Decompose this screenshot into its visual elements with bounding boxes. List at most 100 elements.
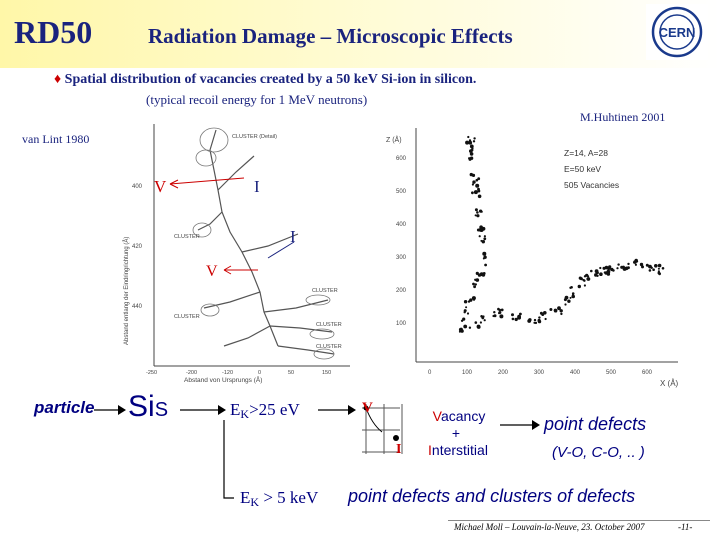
vacancy-point bbox=[471, 191, 474, 195]
header-bar: RD50 Radiation Damage – Microscopic Effe… bbox=[0, 0, 720, 68]
ek-threshold-high: EK>25 eV bbox=[230, 400, 300, 422]
vacancy-point bbox=[480, 315, 483, 318]
point-defects-label: point defects bbox=[544, 414, 647, 434]
vacancy-point bbox=[499, 314, 504, 319]
vacancy-point bbox=[538, 316, 541, 319]
vacancy-point bbox=[617, 263, 620, 266]
cascade-track bbox=[197, 129, 335, 355]
v-label-diagram: V bbox=[362, 400, 373, 416]
vacancy-point bbox=[519, 312, 522, 316]
vacancy-point bbox=[468, 326, 472, 329]
vacancy-interstitial-block: Vacancy + Interstitial bbox=[416, 408, 496, 459]
arrow-to-point-defects bbox=[500, 420, 540, 430]
vacancy-point bbox=[469, 144, 474, 149]
vacancy-point bbox=[590, 269, 593, 273]
vacancy-point bbox=[468, 140, 473, 145]
vacancy-point bbox=[514, 317, 518, 322]
vacancy-point bbox=[599, 266, 602, 270]
vacancy-point bbox=[557, 306, 561, 311]
plus-sign: + bbox=[451, 425, 461, 441]
vacancy-point bbox=[472, 140, 476, 143]
ek-value-low: > 5 keV bbox=[259, 488, 319, 507]
vacancy-point bbox=[473, 285, 476, 289]
vacancy-point bbox=[476, 214, 480, 218]
vacancy-point bbox=[471, 183, 474, 186]
vacancy-point bbox=[473, 137, 476, 140]
right-legend-line-2: E=50 keV bbox=[564, 164, 601, 174]
footer-rule bbox=[448, 520, 710, 521]
vacancy-point bbox=[469, 172, 473, 177]
vacancy-point bbox=[481, 240, 485, 244]
footer-credit: Michael Moll – Louvain-la-Neuve, 23. Oct… bbox=[454, 522, 645, 532]
vacancy-point bbox=[658, 272, 661, 276]
vacancy-point bbox=[483, 255, 487, 259]
vacancy-point bbox=[648, 269, 652, 272]
right-z-tick-300: 300 bbox=[396, 255, 407, 261]
vacancy-point bbox=[570, 286, 573, 289]
vacancy-point bbox=[493, 311, 496, 314]
vacancy-point bbox=[549, 308, 553, 311]
right-x-tick-500: 500 bbox=[606, 370, 617, 376]
vacancy-point bbox=[477, 189, 481, 193]
vacancy-point bbox=[583, 284, 586, 287]
vacancy-point bbox=[474, 321, 478, 324]
v-label-lower: V bbox=[206, 263, 218, 280]
vacancy-point bbox=[484, 263, 487, 267]
huhtinen-citation: M.Huhtinen 2001 bbox=[580, 110, 666, 124]
right-x-axis-label: X (Å) bbox=[660, 379, 679, 388]
si-sub: S bbox=[154, 399, 169, 421]
arrow-particle-to-si bbox=[94, 405, 126, 415]
vacancy-point bbox=[511, 317, 515, 321]
vacancy-point bbox=[582, 278, 585, 282]
vacancy-point bbox=[603, 271, 606, 274]
left-x-tick-2: -200 bbox=[186, 370, 197, 376]
i-label-diagram: I bbox=[396, 442, 402, 457]
vacancy-point bbox=[517, 315, 521, 320]
vacancy-point bbox=[474, 283, 477, 286]
vacancy-point bbox=[474, 214, 477, 217]
vacancy-point bbox=[537, 318, 541, 323]
point-defects-examples: (V-O, C-O, .. ) bbox=[552, 444, 645, 461]
vacancy-point bbox=[616, 267, 619, 270]
right-x-tick-100: 100 bbox=[462, 370, 473, 376]
vacancy-initial: V bbox=[432, 408, 441, 424]
arrow-si-to-ek bbox=[180, 405, 226, 415]
vacancy-point bbox=[467, 135, 470, 139]
vacancy-point bbox=[463, 311, 466, 314]
diamond-bullet-icon: ♦ bbox=[54, 72, 62, 87]
left-x-tick-5: 50 bbox=[288, 370, 294, 376]
right-x-tick-0: 0 bbox=[428, 370, 432, 376]
vacancy-point bbox=[460, 319, 464, 322]
vacancy-point bbox=[466, 312, 470, 315]
ek-sub-high: K bbox=[240, 407, 250, 421]
vacancy-text: acancy bbox=[440, 408, 486, 424]
vacancy-point bbox=[498, 311, 502, 314]
vacancy-point bbox=[567, 299, 571, 303]
vacancy-point bbox=[622, 266, 627, 271]
intro-subtext: (typical recoil energy for 1 MeV neutron… bbox=[146, 92, 368, 107]
vanlint-citation: van Lint 1980 bbox=[22, 132, 90, 146]
left-x-tick-6: 150 bbox=[322, 370, 331, 376]
left-cascade-figure: Abstand entlang der Eindringrichtung (Å)… bbox=[118, 120, 354, 388]
vacancy-point bbox=[476, 211, 479, 214]
particle-label: particle bbox=[34, 398, 95, 417]
ek-threshold-low: EK > 5 keV bbox=[240, 488, 318, 510]
vacancy-point bbox=[482, 315, 485, 318]
arrow-ek-to-lattice bbox=[318, 405, 356, 415]
vacancy-point bbox=[482, 251, 487, 256]
i-label-lower: I bbox=[290, 227, 296, 246]
vacancy-point bbox=[543, 311, 547, 315]
right-x-tick-600: 600 bbox=[642, 370, 653, 376]
cluster-label-6: CLUSTER bbox=[316, 344, 342, 350]
arrow-down-to-low-ek bbox=[223, 420, 234, 499]
vacancy-point bbox=[641, 265, 644, 269]
vacancy-point bbox=[483, 235, 486, 238]
vacancy-point bbox=[594, 269, 599, 274]
vacancy-point bbox=[479, 228, 484, 232]
vacancy-point bbox=[553, 308, 558, 313]
right-x-tick-300: 300 bbox=[534, 370, 545, 376]
right-z-tick-600: 600 bbox=[396, 156, 407, 162]
vacancy-point bbox=[606, 269, 611, 274]
vacancy-point bbox=[560, 312, 563, 316]
vacancy-point bbox=[483, 237, 487, 241]
